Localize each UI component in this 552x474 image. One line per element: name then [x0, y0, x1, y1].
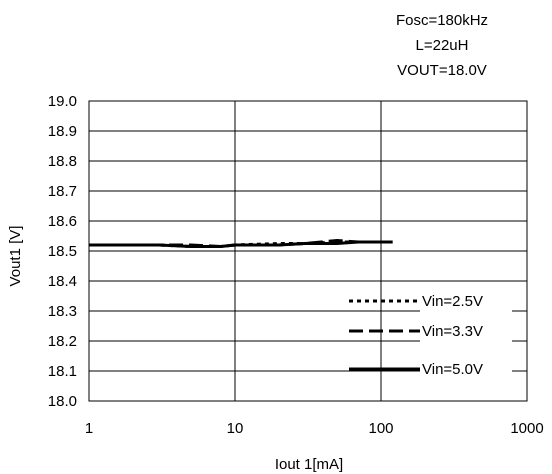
annotation-vout: VOUT=18.0V [397, 62, 487, 79]
x-tick-label: 1000 [510, 420, 543, 437]
series-line-2 [89, 240, 393, 248]
y-tick-label: 18.9 [48, 123, 77, 140]
legend-label-bg [420, 320, 512, 342]
y-tick-label: 18.1 [48, 363, 77, 380]
legend-label-1: Vin=3.3V [422, 323, 483, 340]
y-tick-label: 18.0 [48, 393, 77, 410]
x-axis-ticks: 1 10 100 1000 [85, 420, 544, 437]
y-tick-label: 18.7 [48, 183, 77, 200]
legend: Vin=2.5V Vin=3.3V Vin=5.0V [349, 290, 512, 380]
plot-area-border [88, 100, 528, 402]
y-tick-label: 18.6 [48, 213, 77, 230]
annotation-fosc: Fosc=180kHz [396, 12, 488, 29]
y-tick-label: 18.4 [48, 273, 77, 290]
y-tick-label: 18.2 [48, 333, 77, 350]
y-axis-ticks: 18.0 18.1 18.2 18.3 18.4 18.5 18.6 18.7 18.8 18.9… [48, 93, 77, 410]
y-tick-label: 18.8 [48, 153, 77, 170]
legend-label-bg [420, 358, 512, 380]
legend-label-0: Vin=2.5V [422, 293, 483, 310]
annotation-inductance: L=22uH [416, 37, 469, 54]
y-tick-label: 19.0 [48, 93, 77, 110]
x-tick-label: 100 [368, 420, 393, 437]
x-tick-label: 10 [227, 420, 244, 437]
y-tick-label: 18.3 [48, 303, 77, 320]
legend-label-2: Vin=5.0V [422, 361, 483, 378]
annotations: Fosc=180kHz L=22uH VOUT=18.0V [396, 12, 488, 79]
series-group [89, 238, 393, 249]
grid [88, 100, 528, 402]
x-axis-label: Iout 1[mA] [275, 456, 343, 473]
y-axis-label: Vout1 [V] [7, 226, 24, 287]
y-tick-label: 18.5 [48, 243, 77, 260]
legend-label-bg [420, 290, 512, 312]
x-tick-label: 1 [85, 420, 93, 437]
